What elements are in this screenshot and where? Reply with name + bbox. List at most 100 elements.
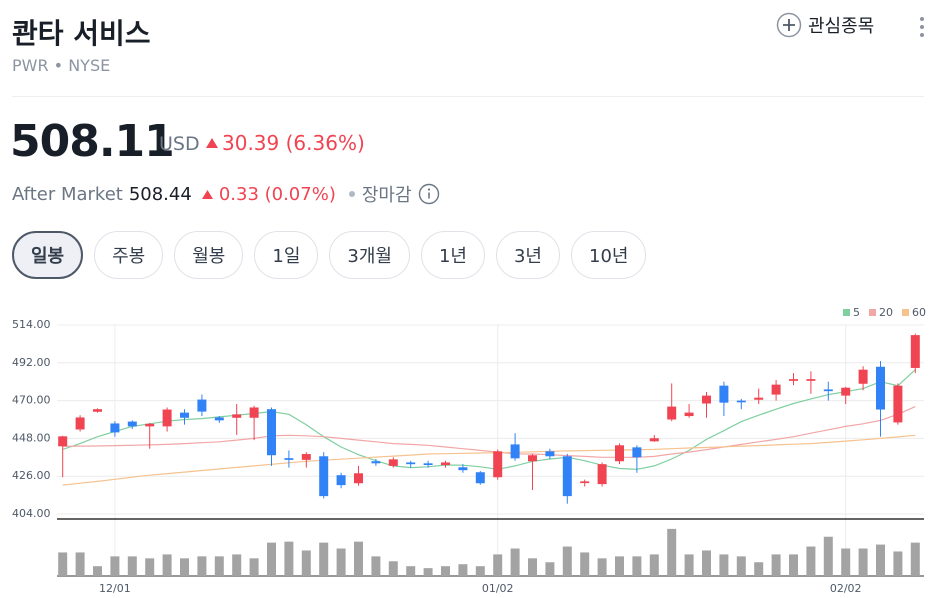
candle-body — [267, 409, 276, 456]
candle-body — [545, 451, 555, 457]
more-button[interactable] — [916, 16, 928, 38]
period-tab[interactable]: 3개월 — [329, 231, 410, 279]
status: 장마감 — [361, 185, 412, 206]
period-tab[interactable]: 1일 — [254, 231, 319, 279]
candle-body — [789, 379, 798, 381]
volume-bar — [754, 562, 764, 576]
volume-bar — [458, 564, 468, 576]
y-tick-label: 426.00 — [12, 469, 51, 482]
y-tick-label: 404.00 — [12, 507, 51, 520]
volume-bar — [127, 556, 137, 576]
volume-bar — [284, 541, 294, 576]
candle-body — [214, 417, 224, 421]
volume-bar — [197, 556, 207, 576]
candle-body — [371, 461, 381, 464]
candle-body — [702, 395, 711, 404]
candle-body — [649, 438, 659, 442]
volume-bar — [893, 551, 903, 576]
plus-icon — [776, 12, 802, 38]
moving-average-line — [62, 434, 916, 486]
period-tabs: 일봉 주봉 월봉 1일 3개월 1년 3년 10년 — [12, 231, 647, 279]
candle-body — [58, 436, 68, 447]
change: 30.39 (6.36%) — [206, 131, 365, 155]
period-tab[interactable]: 월봉 — [174, 231, 244, 279]
volume-bar — [580, 552, 590, 576]
ticker-line: PWR • NYSE — [12, 56, 111, 75]
divider — [12, 96, 924, 97]
volume-bar — [441, 566, 450, 576]
period-tab[interactable]: 일봉 — [12, 231, 84, 279]
after-price: 508.44 — [128, 183, 192, 205]
candle-body — [336, 475, 346, 486]
candle-body — [493, 451, 503, 478]
x-tick-label: 12/01 — [99, 582, 131, 595]
candle-body — [197, 399, 207, 412]
candle-body — [319, 456, 329, 497]
volume-bar — [180, 558, 189, 576]
volume-bar — [562, 546, 572, 576]
moving-average-line — [62, 369, 916, 470]
candle-body — [458, 467, 468, 471]
period-tab[interactable]: 1년 — [420, 231, 485, 279]
volume-bar — [110, 556, 120, 576]
period-tab[interactable]: 3년 — [495, 231, 560, 279]
stock-name: 콴타 서비스 — [12, 17, 151, 50]
y-tick-label: 514.00 — [12, 318, 51, 331]
volume-bar — [789, 554, 798, 576]
volume-bar — [771, 554, 781, 576]
volume-bar — [702, 550, 711, 576]
period-tab[interactable]: 주봉 — [94, 231, 164, 279]
candle-body — [127, 421, 137, 427]
candle-body — [876, 366, 885, 410]
price: 508.11 — [10, 116, 175, 167]
candle-body — [93, 409, 102, 412]
candle-body — [110, 423, 120, 433]
volume-bar — [214, 556, 224, 576]
status-dot — [348, 191, 355, 197]
candle-body — [441, 462, 450, 466]
candle-body — [771, 384, 781, 395]
candle-body — [423, 463, 433, 466]
volume-bar — [667, 528, 677, 576]
volume-bar — [823, 536, 833, 576]
volume-bar — [93, 566, 102, 576]
volume-bar — [528, 558, 537, 576]
volume-bar — [632, 556, 642, 576]
y-tick-label: 492.00 — [12, 356, 51, 369]
volume-bar — [301, 550, 311, 576]
volume-bar — [232, 554, 242, 576]
x-tick-label: 01/02 — [482, 582, 514, 595]
legend-label: 20 — [879, 306, 893, 319]
up-triangle — [201, 189, 213, 199]
volume-bar — [75, 552, 85, 576]
change-text: 30.39 (6.36%) — [222, 131, 365, 155]
candle-body — [388, 459, 398, 466]
period-tab[interactable]: 10년 — [571, 231, 647, 279]
currency: USD — [159, 133, 200, 155]
x-tick-label: 02/02 — [830, 582, 862, 595]
volume-bar — [684, 554, 694, 576]
volume-bar — [249, 558, 259, 576]
watch-button[interactable]: 관심종목 — [776, 12, 874, 38]
up-triangle — [206, 138, 218, 148]
candle-body — [162, 409, 172, 427]
exchange: NYSE — [68, 56, 111, 75]
candle-body — [145, 423, 155, 427]
candle-body — [580, 481, 590, 484]
volume-bar — [649, 554, 659, 576]
legend-swatch — [869, 309, 876, 316]
candle-body — [615, 445, 624, 462]
ticker: PWR — [12, 56, 49, 75]
volume-bar — [406, 566, 416, 576]
volume-bar — [267, 542, 276, 576]
after-market: After Market 508.44 0.33 (0.07%) 장마감 — [12, 181, 440, 207]
candle-body — [893, 385, 903, 423]
volume-bar — [336, 548, 346, 576]
candle-body — [406, 462, 416, 465]
volume-bar — [354, 541, 363, 576]
volume-bar — [319, 542, 329, 576]
info-icon[interactable] — [418, 183, 440, 205]
volume-bar — [162, 554, 172, 576]
